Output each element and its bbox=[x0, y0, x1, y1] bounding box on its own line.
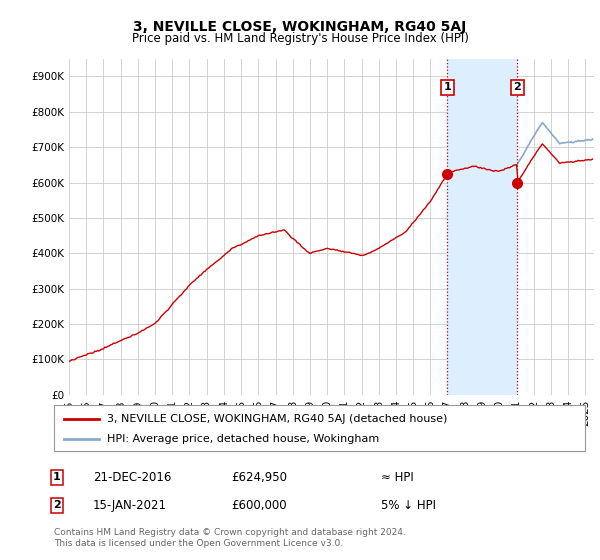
Text: 1: 1 bbox=[443, 82, 451, 92]
Text: 3, NEVILLE CLOSE, WOKINGHAM, RG40 5AJ: 3, NEVILLE CLOSE, WOKINGHAM, RG40 5AJ bbox=[133, 20, 467, 34]
Text: £624,950: £624,950 bbox=[231, 470, 287, 484]
Bar bbox=[447, 59, 517, 395]
Text: Price paid vs. HM Land Registry's House Price Index (HPI): Price paid vs. HM Land Registry's House … bbox=[131, 32, 469, 45]
Text: £600,000: £600,000 bbox=[231, 498, 287, 512]
Text: 3, NEVILLE CLOSE, WOKINGHAM, RG40 5AJ (detached house): 3, NEVILLE CLOSE, WOKINGHAM, RG40 5AJ (d… bbox=[107, 414, 448, 424]
Text: Contains HM Land Registry data © Crown copyright and database right 2024.
This d: Contains HM Land Registry data © Crown c… bbox=[54, 528, 406, 548]
Text: 5% ↓ HPI: 5% ↓ HPI bbox=[381, 498, 436, 512]
Text: 2: 2 bbox=[53, 500, 61, 510]
Text: 2: 2 bbox=[514, 82, 521, 92]
Text: ≈ HPI: ≈ HPI bbox=[381, 470, 414, 484]
Text: 21-DEC-2016: 21-DEC-2016 bbox=[93, 470, 172, 484]
Text: 15-JAN-2021: 15-JAN-2021 bbox=[93, 498, 167, 512]
Text: 1: 1 bbox=[53, 472, 61, 482]
Text: HPI: Average price, detached house, Wokingham: HPI: Average price, detached house, Woki… bbox=[107, 435, 379, 444]
